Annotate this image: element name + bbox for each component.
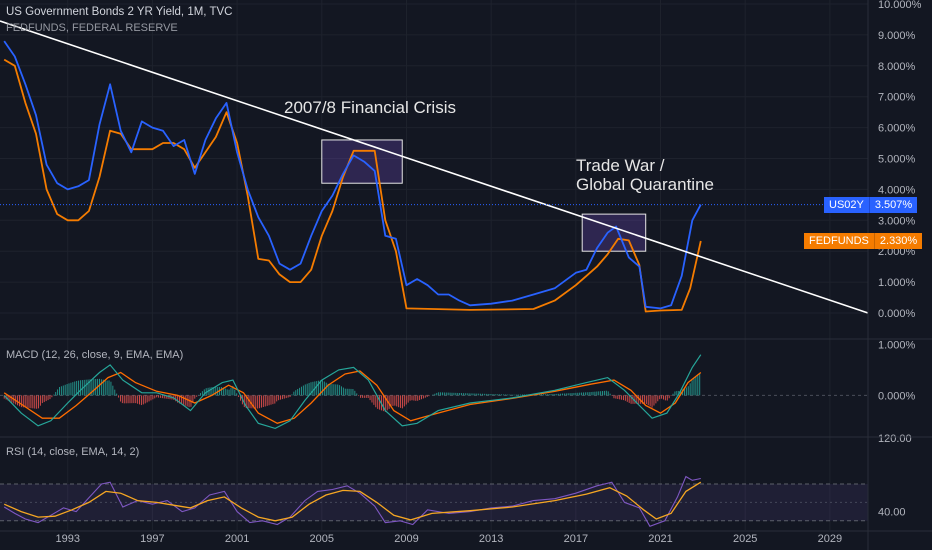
rsi-pane: 120.00 40.00	[0, 433, 912, 527]
price-tick-label: 5.000%	[878, 154, 916, 166]
price-tick-label: 3.000%	[878, 215, 916, 227]
us02y-price-badge[interactable]: US02Y 3.507%	[824, 197, 918, 213]
fedfunds-price-badge[interactable]: FEDFUNDS 2.330%	[804, 233, 923, 249]
us02y-badge-symbol: US02Y	[824, 197, 869, 213]
price-tick-label: 2.000%	[878, 246, 916, 258]
us02y-badge-value: 3.507%	[868, 197, 918, 213]
fedfunds-line	[3, 58, 702, 313]
price-axis: 10.000% 9.000% 8.000% 7.000% 6.000% 5.000% 4.0…	[878, 0, 922, 320]
annotation-financial-crisis: 2007/8 Financial Crisis	[284, 98, 456, 117]
annotation-trade-war: Trade War /	[576, 156, 665, 175]
price-tick-label: 4.000%	[878, 184, 916, 196]
price-tick-label: 6.000%	[878, 123, 916, 135]
time-tick-label: 2021	[648, 533, 672, 545]
chart-subtitle[interactable]: FEDFUNDS, FEDERAL RESERVE	[6, 22, 178, 34]
trendline	[0, 20, 869, 314]
rsi-label[interactable]: RSI (14, close, EMA, 14, 2)	[6, 446, 140, 458]
rsi-tick-label: 120.00	[878, 433, 912, 445]
time-tick-label: 2013	[479, 533, 503, 545]
price-series	[0, 20, 869, 314]
time-tick-label: 2025	[733, 533, 757, 545]
macd-tick-label: 1.000%	[878, 340, 916, 352]
price-tick-label: 0.000%	[878, 308, 916, 320]
highlight-box	[321, 139, 403, 184]
time-tick-label: 2005	[310, 533, 334, 545]
chart-title[interactable]: US Government Bonds 2 YR Yield, 1M, TVC	[6, 6, 233, 18]
macd-tick-label: 0.000%	[878, 390, 916, 402]
rsi-tick-label: 40.00	[878, 507, 906, 519]
price-tick-label: 1.000%	[878, 277, 916, 289]
price-tick-label: 8.000%	[878, 61, 916, 73]
fedfunds-badge-symbol: FEDFUNDS	[804, 233, 874, 249]
rsi-ma-line	[3, 481, 702, 522]
annotation-global-quarantine: Global Quarantine	[576, 175, 714, 194]
macd-line	[3, 354, 702, 430]
macd-pane: 1.000% 0.000%	[0, 340, 916, 430]
price-tick-label: 9.000%	[878, 30, 916, 42]
rsi-line	[3, 475, 701, 527]
time-tick-label: 2029	[818, 533, 842, 545]
price-tick-label: 10.000%	[878, 0, 922, 11]
time-tick-label: 2017	[564, 533, 588, 545]
price-tick-label: 7.000%	[878, 92, 916, 104]
time-tick-label: 1993	[56, 533, 80, 545]
time-tick-label: 2009	[394, 533, 418, 545]
macd-signal-line	[3, 370, 702, 424]
time-axis: 1993 1997 2001 2005 2009 2013 2017 2021 2025 2029	[56, 533, 843, 545]
macd-label[interactable]: MACD (12, 26, close, 9, EMA, EMA)	[6, 349, 184, 361]
us02y-line	[3, 40, 702, 310]
fedfunds-badge-value: 2.330%	[873, 233, 923, 249]
time-tick-label: 2001	[225, 533, 249, 545]
time-tick-label: 1997	[140, 533, 164, 545]
grid-lines	[0, 0, 868, 530]
